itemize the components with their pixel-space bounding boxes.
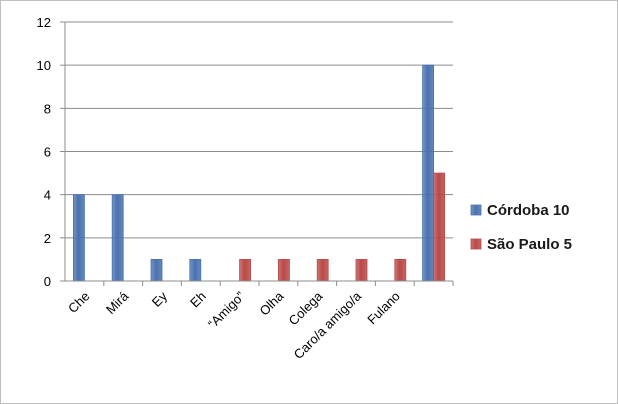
bar-sao-paulo [433,172,446,282]
legend-swatch [470,238,482,250]
x-tick-label: Caro/a amigo/a [291,288,365,362]
x-tick-label: Che [65,289,92,316]
x-tick-label: Eh [187,289,209,311]
bar-cordoba [150,259,163,282]
bar-sao-paulo [239,259,252,282]
legend-label: Córdoba 10 [487,202,570,219]
bar-cordoba [73,194,85,282]
x-tick-label: Ey [149,288,171,310]
y-tick-label: 10 [37,58,51,73]
y-axis-ticks: 0 2 4 6 8 10 12 [37,15,51,289]
x-tick-label: Fulano [364,289,403,328]
bar-sao-paulo [316,259,329,282]
y-tick-label: 12 [37,15,51,30]
y-tick-label: 2 [44,231,51,246]
bars [73,64,446,282]
legend-label: São Paulo 5 [487,236,572,253]
bar-sao-paulo [394,259,407,282]
gridlines [65,21,453,239]
y-tick-label: 8 [44,101,51,116]
bar-cordoba [189,259,202,282]
legend-swatch [470,204,482,216]
legend: Córdoba 10 São Paulo 5 [470,202,572,253]
bar-sao-paulo [355,259,368,282]
x-tick-label: Mirá [103,288,132,317]
y-tick-label: 0 [44,274,51,289]
y-tick-label: 6 [44,145,51,160]
bar-cordoba [111,194,124,282]
y-tick-label: 4 [44,188,51,203]
x-tick-label: Olha [256,288,287,319]
axes [60,21,454,286]
bar-sao-paulo [277,259,290,282]
x-tick-label: “Amigo” [205,289,248,332]
bar-cordoba [422,64,435,282]
